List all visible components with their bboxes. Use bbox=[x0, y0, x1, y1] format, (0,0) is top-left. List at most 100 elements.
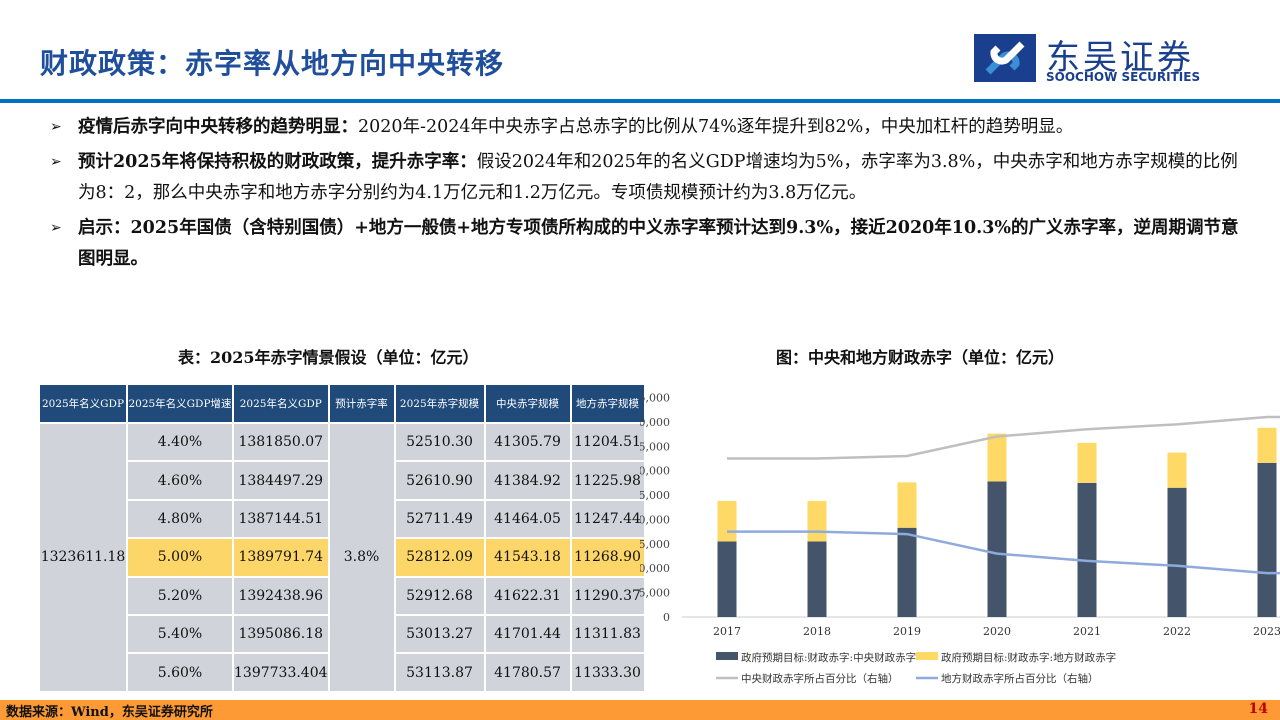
y-tick-label: 40,000 bbox=[640, 416, 670, 429]
table-cell: 41543.18 bbox=[483, 537, 572, 578]
table-cell: 3.8% bbox=[327, 422, 396, 693]
table-cell: 11225.98 bbox=[569, 460, 646, 501]
table-cell: 5.20% bbox=[126, 575, 234, 616]
table-cell: 41622.31 bbox=[483, 575, 572, 616]
chart-title: 图：中央和地方财政赤字（单位：亿元） bbox=[776, 348, 1065, 367]
table-cell: 5.60% bbox=[126, 652, 234, 693]
bullet-item: ➢ 疫情后赤字向中央转移的趋势明显：2020年-2024年中央赤字占总赤字的比例从… bbox=[50, 112, 1250, 143]
table-cell: 4.80% bbox=[126, 498, 234, 540]
table-cell: 11268.90 bbox=[569, 537, 646, 578]
table-cell: 11204.51 bbox=[569, 421, 646, 463]
bar-central-2017 bbox=[717, 541, 737, 617]
bar-central-2023 bbox=[1257, 462, 1277, 617]
table-cell: 1323611.18 bbox=[38, 422, 128, 693]
table-cell: 11290.37 bbox=[569, 575, 646, 616]
bar-local-2018 bbox=[807, 500, 827, 542]
table-cell: 1387144.51 bbox=[232, 498, 330, 540]
y-tick-label: 5,000 bbox=[640, 587, 670, 600]
table-cell: 41464.05 bbox=[483, 498, 572, 540]
y-tick-label: 35,000 bbox=[640, 440, 670, 453]
table-cell: 41305.79 bbox=[483, 421, 572, 463]
table-cell: 41384.92 bbox=[483, 460, 572, 501]
column-header: 2025年名义GDP bbox=[232, 383, 330, 424]
legend-label: 政府预期目标:财政赤字:中央财政赤字 bbox=[741, 651, 916, 664]
table-cell: 1389791.74 bbox=[232, 537, 330, 578]
table-cell: 1384497.29 bbox=[232, 460, 330, 501]
table-cell: 52912.68 bbox=[393, 575, 486, 616]
table-cell: 4.40% bbox=[126, 421, 234, 463]
legend-label: 中央财政赤字所占百分比（右轴） bbox=[741, 672, 899, 685]
arrow-bullet-icon: ➢ bbox=[50, 119, 62, 135]
bar-central-2022 bbox=[1167, 487, 1187, 617]
x-tick-label: 2023 bbox=[1253, 625, 1280, 638]
deficit-chart: 0 5,000 10,000 15,000 20,000 25,000 30,000 35,0… bbox=[640, 392, 1280, 685]
y-tick-label: 20,000 bbox=[640, 513, 670, 526]
x-tick-label: 2021 bbox=[1073, 625, 1101, 638]
table-cell: 41780.57 bbox=[483, 652, 572, 693]
table-cell: 11247.44 bbox=[569, 498, 646, 540]
table-row: 5.40% 1395086.18 53013.27 41701.44 11311.83 bbox=[39, 613, 646, 655]
table-cell: 11333.30 bbox=[569, 652, 646, 693]
table-cell: 41701.44 bbox=[483, 613, 572, 655]
bullet-heading: 疫情后赤字向中央转移的趋势明显： bbox=[78, 117, 358, 137]
table-cell: 52812.09 bbox=[393, 537, 486, 578]
y-tick-label: 0 bbox=[663, 611, 670, 624]
bar-local-2019 bbox=[897, 482, 917, 528]
bullet-heading: 预计2025年将保持积极的财政政策，提升赤字率： bbox=[78, 152, 477, 172]
deficit-scenario-table: 2025年名义GDP 2025年名义GDP增速 2025年名义GDP 预计赤字率 202… bbox=[38, 383, 646, 693]
company-logo: 东吴证券 SOOCHOW SECURITIES bbox=[974, 34, 1204, 84]
bullet-text: 2020年-2024年中央赤字占总赤字的比例从74%逐年提升到82%，中央加杠杆… bbox=[358, 117, 1074, 137]
table-cell: 52610.90 bbox=[393, 460, 486, 501]
column-header: 2025年名义GDP bbox=[38, 383, 128, 424]
table-cell: 1397733.404 bbox=[232, 652, 330, 693]
table-cell: 1395086.18 bbox=[232, 613, 330, 655]
table-row: 4.60% 1384497.29 52610.90 41384.92 11225.98 bbox=[39, 460, 646, 501]
legend-swatch bbox=[716, 652, 738, 660]
column-header: 2025年赤字规模 bbox=[393, 383, 486, 424]
bullet-text: 假设2024年和2025年的名义GDP增速均为5%，赤字率为3.8%，中央赤字和… bbox=[78, 152, 1238, 203]
x-tick-label: 2018 bbox=[803, 625, 831, 638]
table-cell: 11311.83 bbox=[569, 613, 646, 655]
bar-central-2020 bbox=[987, 481, 1007, 617]
table-cell: 53113.87 bbox=[393, 652, 486, 693]
table-cell: 53013.27 bbox=[393, 613, 486, 655]
table-row: 1323611.18 4.40% 1381850.07 3.8% 52510.30 413… bbox=[38, 421, 646, 693]
bar-local-2023 bbox=[1257, 427, 1277, 463]
x-tick-label: 2017 bbox=[713, 625, 741, 638]
logo-text-en: SOOCHOW SECURITIES bbox=[1046, 70, 1201, 84]
logo-text-cn: 东吴证券 bbox=[1046, 38, 1194, 78]
column-header: 预计赤字率 bbox=[327, 383, 396, 424]
bar-central-2018 bbox=[807, 541, 827, 617]
table-row: 5.60% 1397733.404 53113.87 41780.57 11333.30 bbox=[39, 652, 646, 693]
data-source: 数据来源：Wind，东吴证券研究所 bbox=[6, 705, 213, 720]
x-tick-label: 2020 bbox=[983, 625, 1011, 638]
table-row: 5.20% 1392438.96 52912.68 41622.31 11290.37 bbox=[39, 575, 646, 616]
table-row: 5.00% 1389791.74 52812.09 41543.18 11268.90 bbox=[39, 537, 646, 578]
logo-mark-icon bbox=[974, 34, 1036, 82]
bar-local-2017 bbox=[717, 500, 737, 542]
table-cell: 52510.30 bbox=[393, 421, 486, 463]
column-header: 2025年名义GDP增速 bbox=[126, 383, 234, 424]
bullet-heading: 启示：2025年国债（含特别国债）+地方一般债+地方专项债所构成的中义赤字率预计… bbox=[78, 218, 1239, 269]
bullet-list: ➢ 疫情后赤字向中央转移的趋势明显：2020年-2024年中央赤字占总赤字的比例从… bbox=[50, 112, 1250, 279]
page-number: 14 bbox=[1248, 701, 1268, 717]
page-title: 财政政策：赤字率从地方向中央转移 bbox=[40, 47, 505, 80]
line-central-pct bbox=[727, 415, 1280, 460]
table-cell: 5.00% bbox=[126, 537, 234, 578]
legend-swatch bbox=[916, 652, 938, 660]
y-tick-label: 15,000 bbox=[640, 538, 670, 551]
arrow-bullet-icon: ➢ bbox=[50, 220, 62, 236]
bar-central-2021 bbox=[1077, 482, 1097, 617]
y-tick-label: 10,000 bbox=[640, 562, 670, 575]
bar-central-2019 bbox=[897, 527, 917, 617]
arrow-bullet-icon: ➢ bbox=[50, 154, 62, 170]
table-caption: 表：2025年赤字情景假设（单位：亿元） bbox=[178, 348, 479, 367]
bullet-item: ➢ 启示：2025年国债（含特别国债）+地方一般债+地方专项债所构成的中义赤字率预… bbox=[50, 213, 1250, 275]
legend-label: 政府预期目标:财政赤字:地方财政赤字 bbox=[941, 651, 1116, 664]
bar-local-2021 bbox=[1077, 442, 1097, 483]
table-row: 4.80% 1387144.51 52711.49 41464.05 11247.44 bbox=[39, 498, 646, 540]
footer-bar: 数据来源：Wind，东吴证券研究所 14 bbox=[0, 700, 1280, 720]
table-cell: 52711.49 bbox=[393, 498, 486, 540]
y-tick-label: 45,000 bbox=[640, 392, 670, 405]
y-tick-label: 25,000 bbox=[640, 489, 670, 502]
